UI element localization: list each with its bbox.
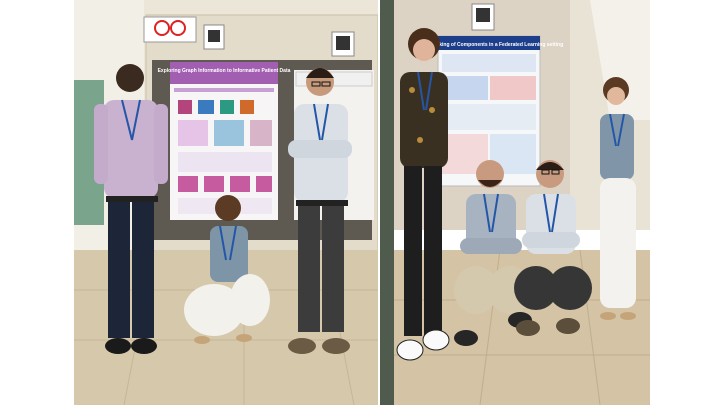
right-photo-scene: Benchmarking of Components in a Federate… (380, 0, 650, 405)
green-door (380, 0, 394, 405)
no-smoking-sign (143, 16, 197, 43)
poster-title: Benchmarking of Components in a Federate… (415, 42, 563, 48)
left-group-photo: Exploring Graph Information to Informati… (74, 0, 378, 405)
person-standing-woman (600, 77, 636, 320)
person-crouching-bearded (454, 160, 532, 346)
person-standing-left (94, 64, 168, 354)
person-standing-right (288, 68, 352, 354)
left-photo-scene: Exploring Graph Information to Informati… (74, 0, 378, 405)
person-crouching-glasses (514, 160, 592, 336)
person-standing-tall (396, 28, 450, 361)
poster-title: Exploring Graph Information to Informati… (158, 68, 291, 74)
right-group-photo: Benchmarking of Components in a Federate… (380, 0, 650, 405)
person-crouching (184, 195, 270, 344)
